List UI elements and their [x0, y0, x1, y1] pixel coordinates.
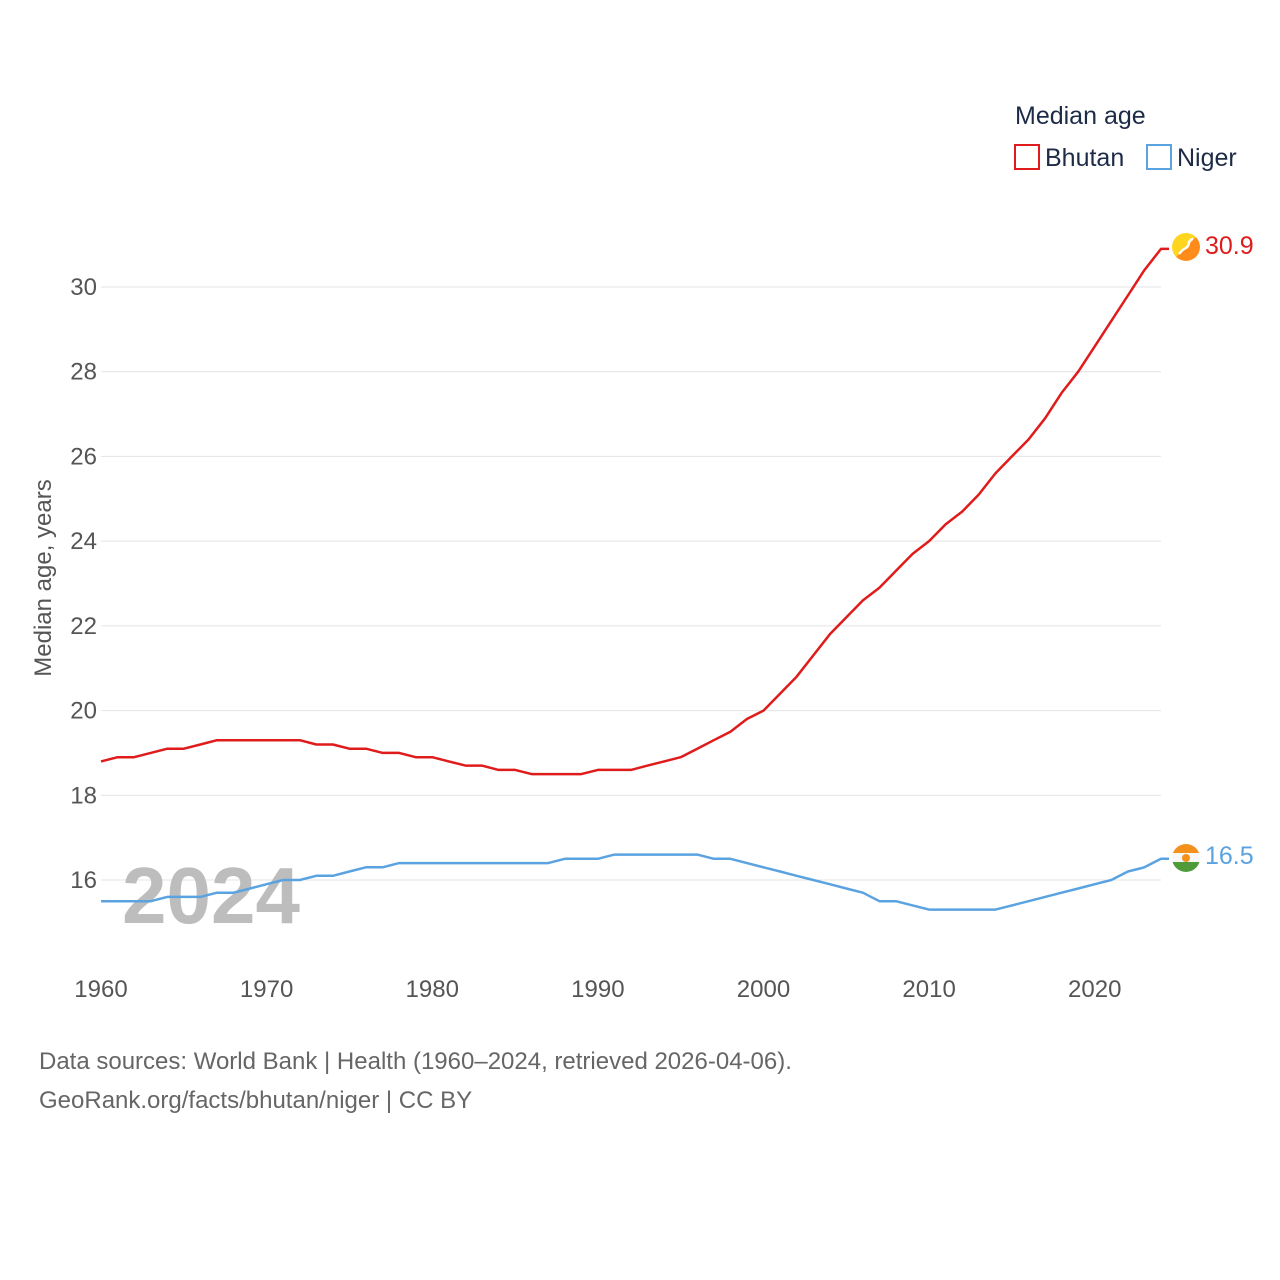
bhutan-end-label: 30.9: [1205, 232, 1254, 260]
data-source-note: Data sources: World Bank | Health (1960–…: [39, 1048, 792, 1075]
series-line-bhutan[interactable]: [100, 247, 1169, 776]
legend: Median age Bhutan Niger: [1014, 102, 1237, 172]
x-tick-label: 1980: [406, 976, 459, 1003]
x-tick-label: 1970: [240, 976, 293, 1003]
niger-end-label: 16.5: [1205, 842, 1254, 870]
series-lines: [100, 247, 1169, 911]
x-axis-ticks: 1960 1970 1980 1990 2000 2010 2020: [74, 976, 1121, 1003]
x-tick-label: 2020: [1068, 976, 1121, 1003]
y-axis-ticks: 16 18 20 22 24 26 28 30: [70, 274, 97, 894]
bhutan-flag-icon: [1172, 233, 1200, 261]
x-tick-label: 1990: [571, 976, 624, 1003]
legend-item-bhutan[interactable]: Bhutan: [1014, 144, 1124, 172]
legend-label-bhutan: Bhutan: [1045, 144, 1124, 172]
legend-item-niger[interactable]: Niger: [1146, 144, 1237, 172]
y-tick-label: 20: [70, 698, 97, 725]
x-tick-label: 2000: [737, 976, 790, 1003]
y-tick-label: 22: [70, 613, 97, 640]
source-link[interactable]: GeoRank.org/facts/bhutan/niger | CC BY: [39, 1087, 472, 1114]
y-tick-label: 24: [70, 528, 97, 555]
y-tick-label: 16: [70, 867, 97, 894]
series-line-niger[interactable]: [101, 853, 1169, 911]
y-tick-label: 26: [70, 443, 97, 470]
y-tick-label: 18: [70, 782, 97, 809]
x-tick-label: 1960: [74, 976, 127, 1003]
bhutan-end-marker: 30.9: [1172, 232, 1254, 261]
y-tick-label: 30: [70, 274, 97, 301]
legend-title: Median age: [1015, 102, 1146, 130]
legend-label-niger: Niger: [1177, 144, 1237, 172]
gridlines: [101, 286, 1161, 881]
niger-end-marker: 16.5: [1172, 842, 1254, 872]
niger-flag-icon: [1172, 844, 1200, 872]
y-tick-label: 28: [70, 359, 97, 386]
legend-swatch-niger: [1146, 144, 1172, 170]
x-tick-label: 2010: [902, 976, 955, 1003]
year-watermark: 2024: [122, 851, 300, 940]
y-axis-title: Median age, years: [30, 479, 57, 676]
legend-swatch-bhutan: [1014, 144, 1040, 170]
